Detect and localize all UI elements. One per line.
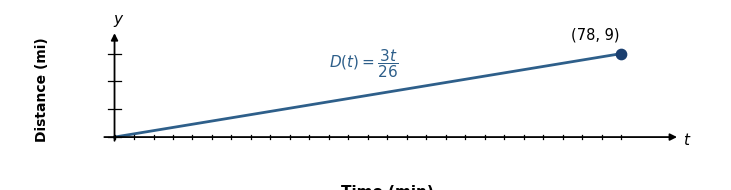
Text: Distance (mi): Distance (mi) [35, 37, 50, 142]
Text: $t$: $t$ [683, 132, 692, 148]
Text: Time (min): Time (min) [341, 185, 433, 190]
Text: $y$: $y$ [113, 13, 124, 29]
Point [616, 52, 627, 55]
Text: $D(t) = \dfrac{3t}{26}$: $D(t) = \dfrac{3t}{26}$ [329, 47, 399, 80]
Text: (78, 9): (78, 9) [571, 28, 620, 42]
